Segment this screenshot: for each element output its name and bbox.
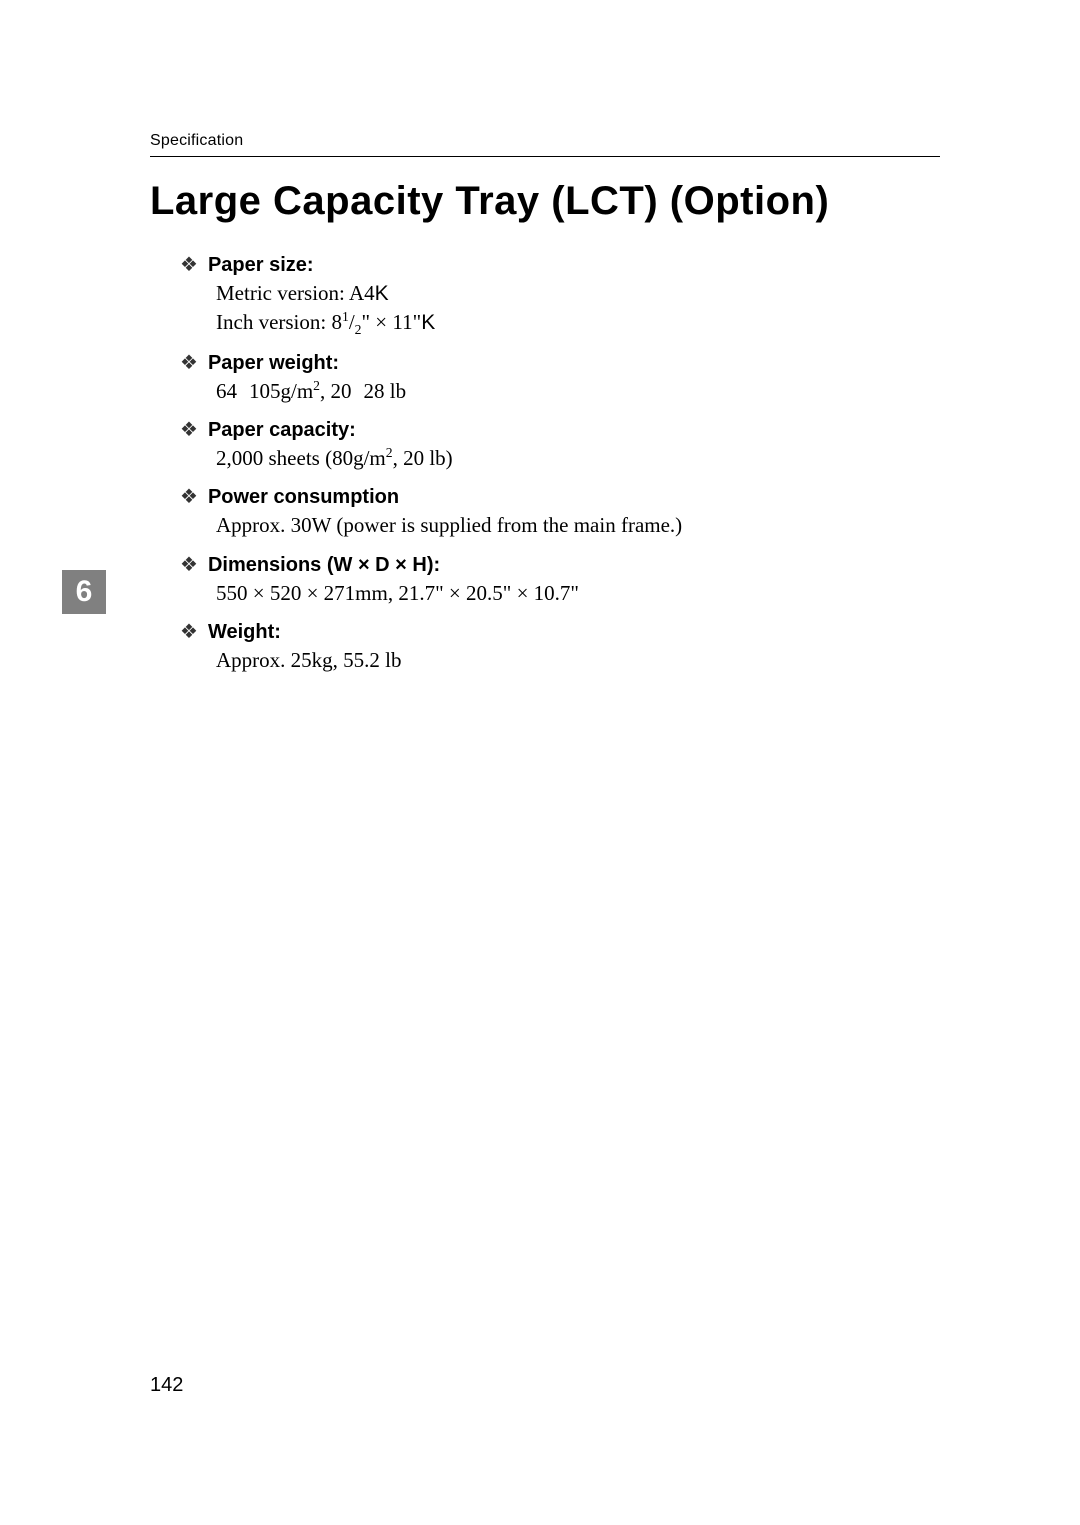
spec-label: Paper capacity: <box>208 419 356 442</box>
header-rule <box>150 156 940 157</box>
text: Metric version: A4 <box>216 281 375 305</box>
text: 105g/m <box>249 379 313 403</box>
text: " × 11" <box>361 310 421 334</box>
page-number: 142 <box>150 1374 183 1397</box>
spec-line: Inch version: 81/2" × 11"K <box>216 308 940 337</box>
spec-label: Dimensions (W × D × H): <box>208 554 440 577</box>
spec-body: 550 × 520 × 271mm, 21.7" × 20.5" × 10.7" <box>180 579 940 607</box>
spec-label-row: ❖ Paper weight: <box>180 352 940 375</box>
text: 28 lb <box>364 379 407 403</box>
spec-label: Paper weight: <box>208 352 339 375</box>
spec-paper-weight: ❖ Paper weight: 64 105g/m2, 20 28 lb <box>180 352 940 405</box>
text: , 20 <box>320 379 352 403</box>
spec-label-row: ❖ Power consumption <box>180 486 940 509</box>
text: , 20 lb) <box>393 446 453 470</box>
diamond-bullet-icon: ❖ <box>180 255 198 275</box>
spec-line: Metric version: A4K <box>216 279 940 308</box>
page-title: Large Capacity Tray (LCT) (Option) <box>150 179 940 224</box>
spec-list: ❖ Paper size: Metric version: A4K Inch v… <box>150 254 940 674</box>
diamond-bullet-icon: ❖ <box>180 487 198 507</box>
spec-label: Weight: <box>208 621 281 644</box>
spec-label: Power consumption <box>208 486 399 509</box>
spec-body: Approx. 30W (power is supplied from the … <box>180 511 940 539</box>
superscript: 2 <box>386 445 393 460</box>
text: 64 <box>216 379 237 403</box>
spec-dimensions: ❖ Dimensions (W × D × H): 550 × 520 × 27… <box>180 554 940 607</box>
spec-label-row: ❖ Dimensions (W × D × H): <box>180 554 940 577</box>
running-head: Specification <box>150 132 940 150</box>
orientation-glyph: K <box>421 311 435 334</box>
superscript: 2 <box>313 378 320 393</box>
orientation-glyph: K <box>375 282 389 305</box>
diamond-bullet-icon: ❖ <box>180 353 198 373</box>
spec-label: Paper size: <box>208 254 314 277</box>
spec-weight: ❖ Weight: Approx. 25kg, 55.2 lb <box>180 621 940 674</box>
spec-paper-capacity: ❖ Paper capacity: 2,000 sheets (80g/m2, … <box>180 419 940 472</box>
page: Specification Large Capacity Tray (LCT) … <box>0 0 1080 1525</box>
spec-body: 2,000 sheets (80g/m2, 20 lb) <box>180 444 940 472</box>
spec-body: 64 105g/m2, 20 28 lb <box>180 377 940 405</box>
diamond-bullet-icon: ❖ <box>180 420 198 440</box>
text: Inch version: 8 <box>216 310 342 334</box>
spec-label-row: ❖ Paper size: <box>180 254 940 277</box>
spec-label-row: ❖ Paper capacity: <box>180 419 940 442</box>
spec-power-consumption: ❖ Power consumption Approx. 30W (power i… <box>180 486 940 539</box>
spec-label-row: ❖ Weight: <box>180 621 940 644</box>
spec-paper-size: ❖ Paper size: Metric version: A4K Inch v… <box>180 254 940 338</box>
diamond-bullet-icon: ❖ <box>180 555 198 575</box>
section-tab: 6 <box>62 570 106 614</box>
spec-body: Metric version: A4K Inch version: 81/2" … <box>180 279 940 338</box>
diamond-bullet-icon: ❖ <box>180 622 198 642</box>
spec-body: Approx. 25kg, 55.2 lb <box>180 646 940 674</box>
fraction-numerator: 1 <box>342 309 349 324</box>
text: 2,000 sheets (80g/m <box>216 446 386 470</box>
